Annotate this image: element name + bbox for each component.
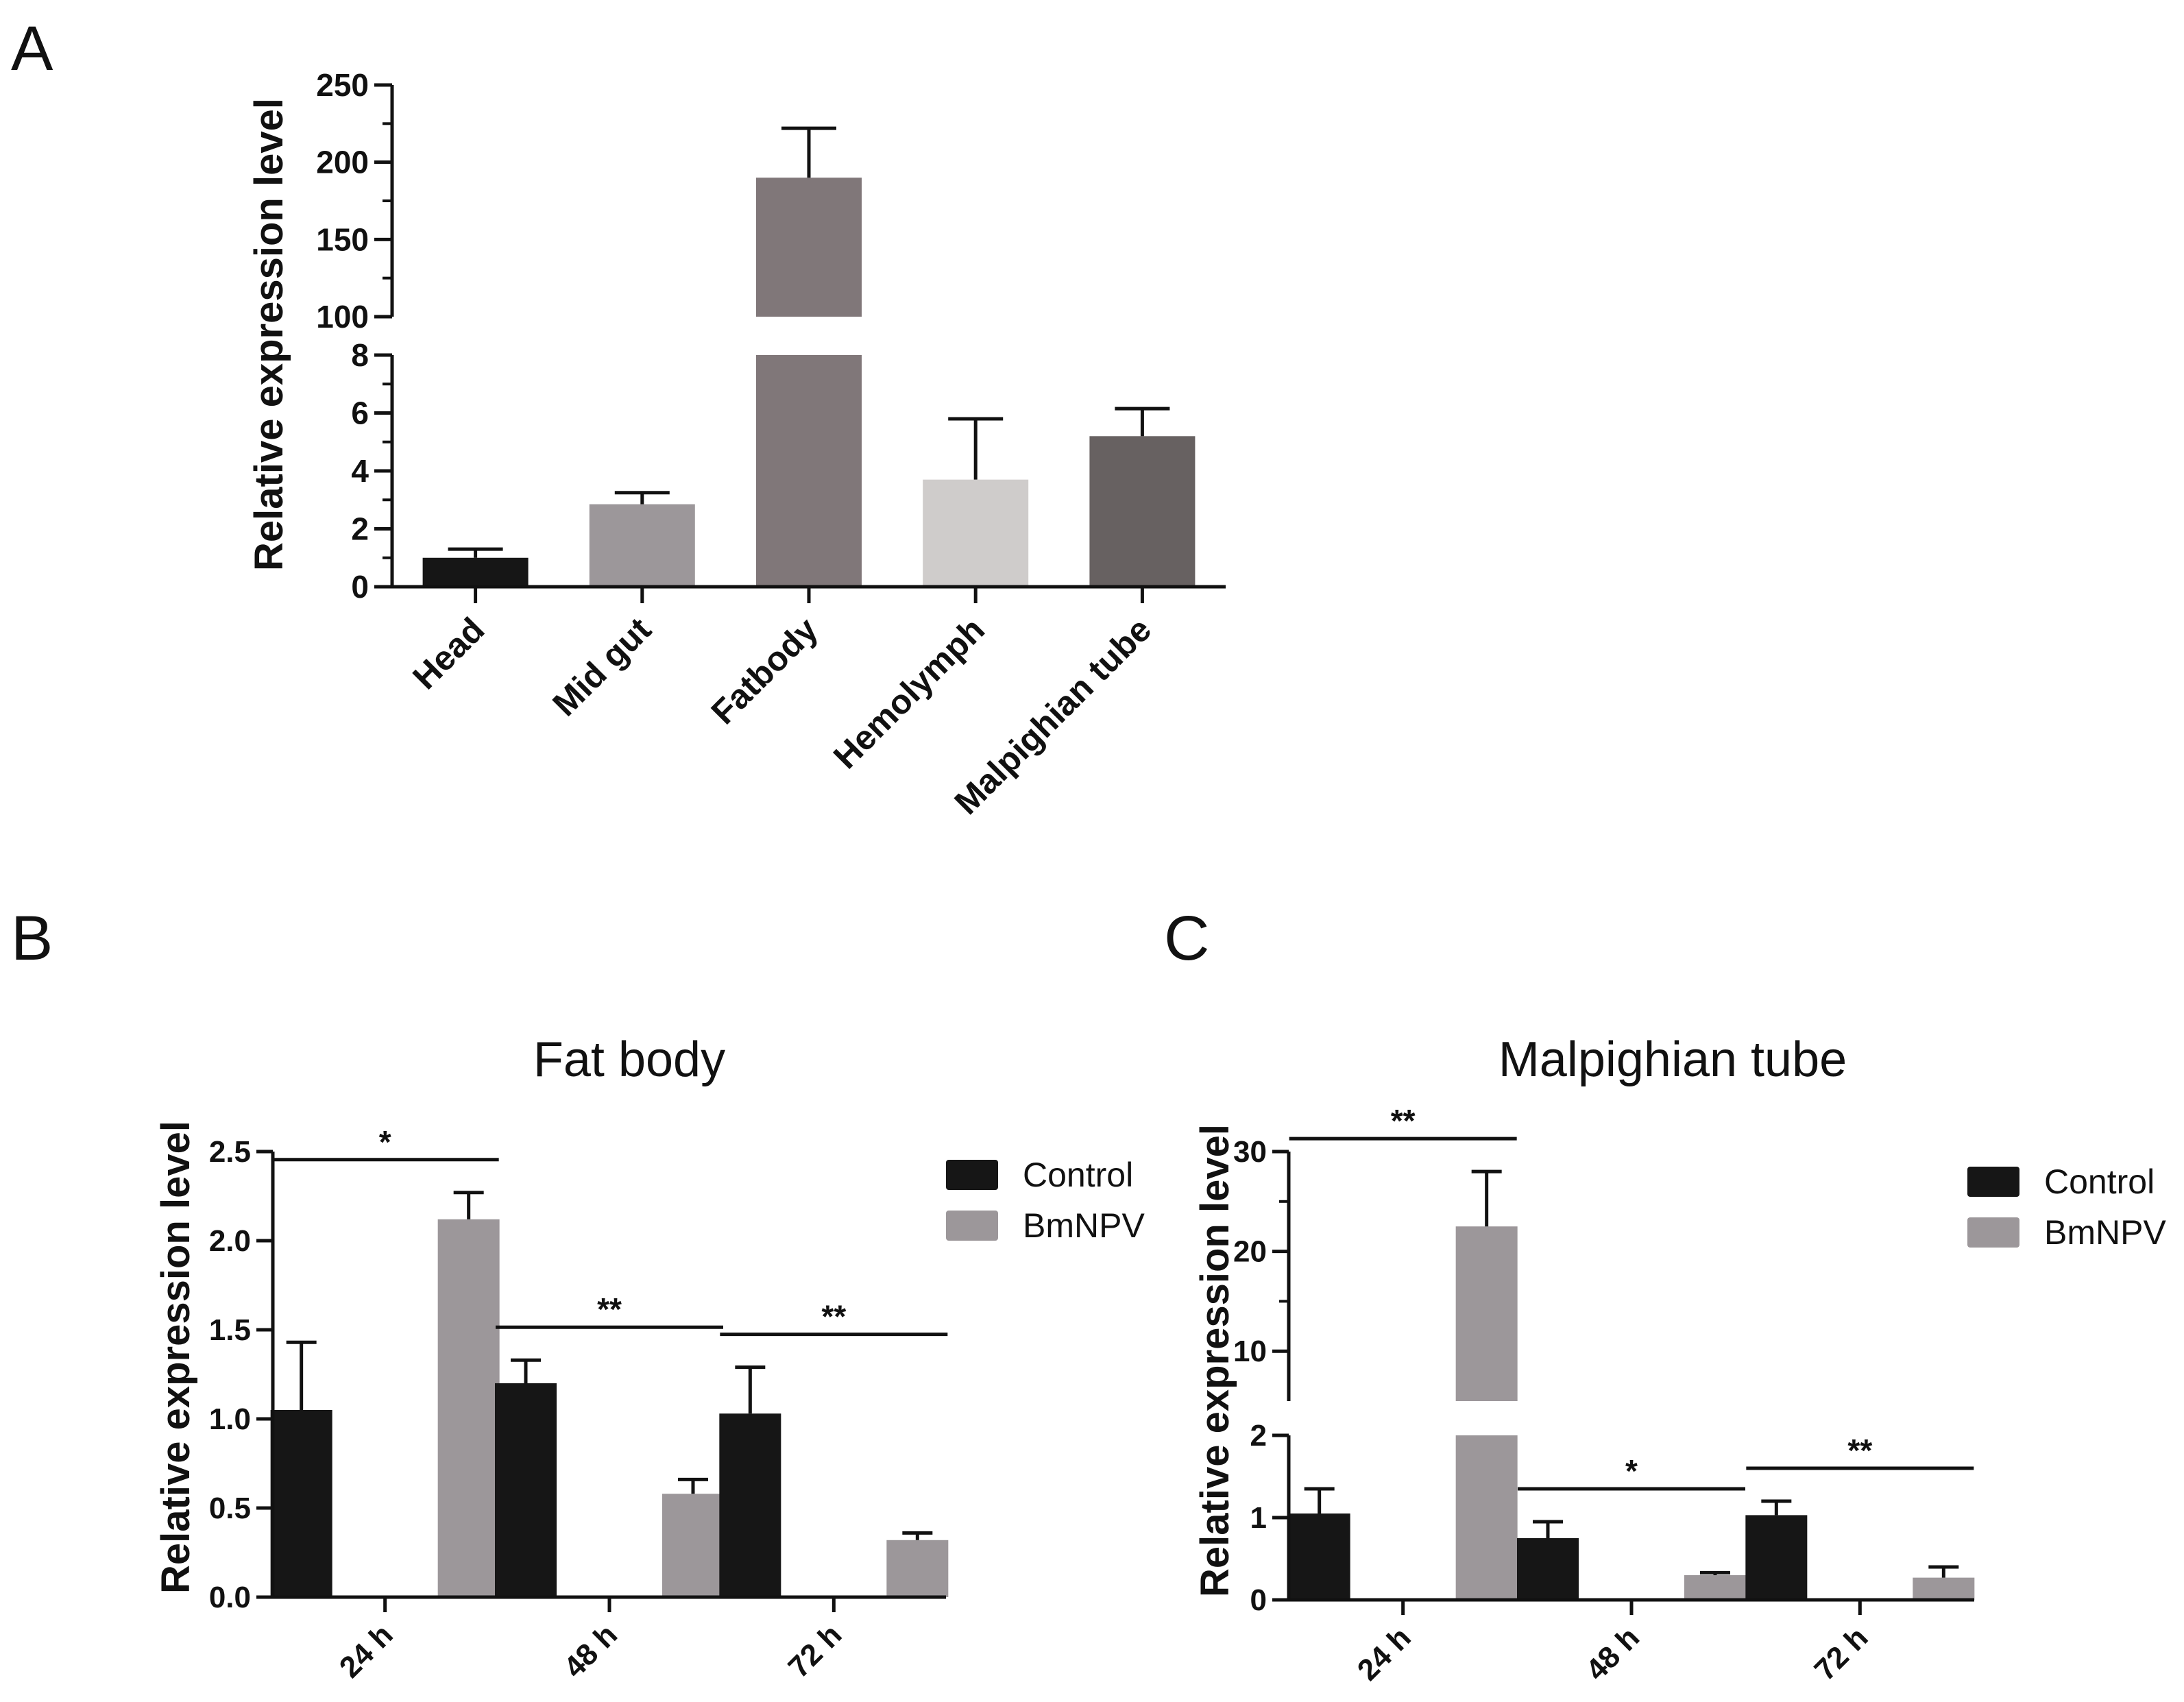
legend-label-c-bmnpv: BmNPV (2044, 1213, 2166, 1252)
legend-swatch-c-control (1967, 1167, 2019, 1197)
ytick-label-a-150: 150 (316, 221, 369, 257)
bar-b-control-48-h (495, 1383, 557, 1597)
chart-b-bars (270, 1191, 949, 1597)
bar-a-malpighian-tube (1089, 436, 1196, 587)
ytick-label-a-2: 2 (351, 511, 369, 547)
ytick-label-c-2: 2 (1250, 1419, 1267, 1452)
significance-mark-c-48-h: * (1625, 1453, 1638, 1489)
significance-mark-b-72-h: ** (821, 1299, 846, 1335)
ytick-label-a-0: 0 (351, 569, 369, 605)
ytick-label-c-0: 0 (1250, 1583, 1267, 1617)
ytick-label-b-0: 0.0 (209, 1581, 251, 1614)
ytick-label-a-8: 8 (351, 337, 369, 373)
chart-b-title: Fat body (533, 1032, 725, 1087)
bar-b-control-24-h (270, 1410, 332, 1597)
panel-letter-b: B (11, 903, 53, 973)
ytick-label-a-4: 4 (351, 453, 369, 489)
xtick-label-c-48-h: 48 h (1579, 1620, 1646, 1687)
legend-swatch-b-control (946, 1160, 998, 1190)
bar-b-control-72-h (719, 1413, 781, 1597)
ytick-label-c-1: 1 (1250, 1501, 1267, 1535)
bar-b-bmnpv-48-h (662, 1494, 724, 1597)
chart-c-bars (1288, 1169, 1975, 1600)
xtick-label-a-head: Head (405, 610, 492, 696)
bar-c-bmnpv-72-h (1913, 1577, 1975, 1600)
significance-mark-b-24-h: * (379, 1124, 391, 1160)
bar-c-control-48-h (1517, 1538, 1579, 1600)
ytick-label-a-200: 200 (316, 145, 369, 180)
xtick-label-c-24-h: 24 h (1351, 1620, 1418, 1687)
ytick-label-c-30: 30 (1233, 1135, 1267, 1169)
chart-c-axes: 24 h 48 h 72 h 0 1 2 10 20 30 (1233, 1135, 1974, 1687)
significance-mark-b-48-h: ** (597, 1291, 622, 1327)
ytick-label-c-10: 10 (1233, 1335, 1267, 1368)
bar-c-bmnpv-24-h-upper (1455, 1226, 1518, 1401)
panel-letter-c: C (1164, 903, 1209, 973)
bar-a-mid-gut (589, 504, 695, 587)
ytick-label-a-250: 250 (316, 67, 369, 103)
xtick-label-b-48-h: 48 h (557, 1618, 624, 1684)
bar-c-control-24-h (1288, 1513, 1350, 1600)
ytick-label-b-3: 1.5 (209, 1313, 251, 1347)
ytick-label-c-20: 20 (1233, 1235, 1267, 1269)
ytick-label-b-1: 0.5 (209, 1492, 251, 1525)
xtick-label-b-24-h: 24 h (333, 1618, 400, 1684)
xtick-label-a-fatbody: Fatbody (704, 610, 825, 731)
xtick-label-a-hemolymph: Hemolymph (826, 610, 992, 776)
xtick-label-c-72-h: 72 h (1808, 1620, 1874, 1687)
ytick-label-b-5: 2.5 (209, 1135, 251, 1169)
bar-a-hemolymph (923, 479, 1029, 587)
ytick-label-b-4: 2.0 (209, 1224, 251, 1258)
chart-b-ylabel: Relative expression level (154, 1121, 198, 1594)
legend-label-b-bmnpv: BmNPV (1023, 1206, 1145, 1245)
bar-b-bmnpv-24-h (437, 1219, 500, 1597)
chart-c-legend: Control BmNPV (1967, 1163, 2166, 1252)
chart-b-axes: 24 h 48 h 72 h 0.0 0.5 1.0 1.5 2.0 2.5 (209, 1135, 946, 1684)
chart-c-title: Malpighian tube (1499, 1032, 1847, 1087)
bar-c-control-72-h (1745, 1515, 1808, 1600)
chart-c-ylabel: Relative expression level (1193, 1124, 1237, 1597)
chart-a-bars (422, 126, 1196, 587)
bar-a-head (422, 557, 529, 587)
panel-letter-a: A (11, 14, 53, 84)
chart-b: Fat body 24 h 48 h 72 h0.00.51.01.52.02.5 … (154, 1032, 1145, 1684)
bar-c-bmnpv-24-h-lower (1455, 1435, 1518, 1600)
chart-a-ylabel: Relative expression level (247, 98, 291, 571)
legend-swatch-c-bmnpv (1967, 1217, 2019, 1248)
ytick-label-b-2: 1.0 (209, 1402, 251, 1436)
significance-mark-c-24-h: ** (1391, 1103, 1416, 1139)
chart-c-significance: ***** (1289, 1103, 1974, 1491)
legend-label-b-control: Control (1023, 1156, 1133, 1194)
legend-swatch-b-bmnpv (946, 1211, 998, 1241)
legend-label-c-control: Control (2044, 1163, 2155, 1201)
xtick-label-a-mid-gut: Mid gut (545, 610, 659, 724)
chart-b-significance: *** ** (271, 1124, 948, 1337)
ytick-label-a-6: 6 (351, 396, 369, 431)
bar-a-fatbody-upper (756, 178, 862, 317)
bar-a-fatbody-lower (756, 355, 862, 587)
chart-b-legend: Control BmNPV (946, 1156, 1145, 1245)
bar-b-bmnpv-72-h (886, 1540, 949, 1597)
significance-mark-c-72-h: ** (1847, 1433, 1872, 1468)
bar-c-bmnpv-48-h (1684, 1575, 1746, 1600)
ytick-label-a-100: 100 (316, 299, 369, 335)
xtick-label-b-72-h: 72 h (781, 1618, 848, 1684)
